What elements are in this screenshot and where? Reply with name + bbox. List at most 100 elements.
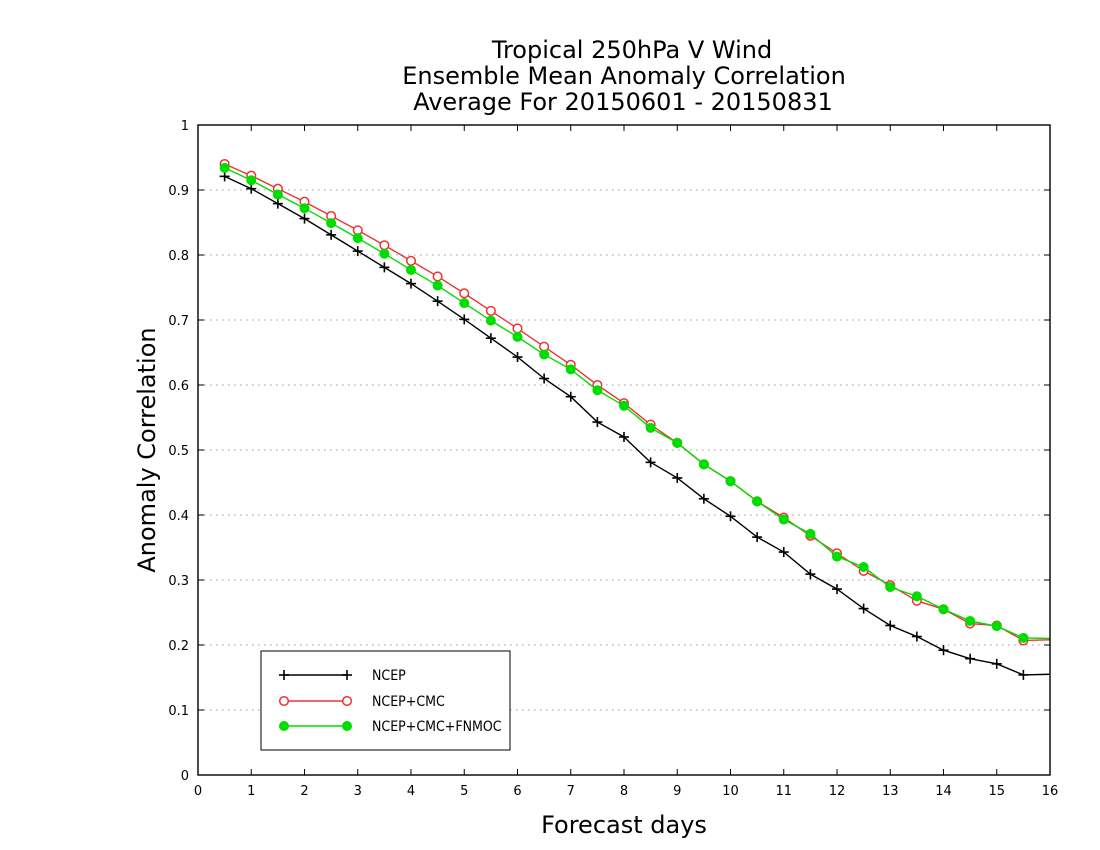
legend-label: NCEP+CMC <box>372 694 445 710</box>
data-point <box>246 183 257 194</box>
data-point <box>352 246 363 257</box>
series-ncep <box>219 171 1051 680</box>
data-point <box>326 229 337 240</box>
gridlines <box>198 189 1050 711</box>
data-point <box>619 400 629 411</box>
data-point <box>459 298 470 309</box>
series-line <box>224 163 1051 642</box>
series-layer <box>219 158 1051 680</box>
data-point <box>858 562 869 572</box>
y-tick-label: 0.7 <box>168 314 189 329</box>
data-point <box>885 582 896 593</box>
data-point <box>965 615 976 626</box>
data-point <box>592 417 603 428</box>
chart-title-line-1: Tropical 250hPa V Wind <box>491 36 772 64</box>
data-point <box>459 314 470 325</box>
data-point <box>832 584 842 595</box>
data-point <box>805 528 816 539</box>
data-point <box>938 645 949 656</box>
data-point <box>965 653 976 664</box>
data-point <box>299 213 310 224</box>
data-point <box>698 459 709 470</box>
x-tick-label: 12 <box>829 784 846 799</box>
y-axis-label: Anomaly Correlation <box>133 327 161 572</box>
data-point <box>405 255 417 266</box>
chart-title: Tropical 250hPa V Wind Ensemble Mean Ano… <box>402 36 846 116</box>
data-point <box>512 352 523 363</box>
data-point <box>565 364 576 375</box>
data-point <box>539 373 550 384</box>
data-point <box>272 198 283 209</box>
legend-label: NCEP <box>372 668 406 684</box>
data-point <box>485 305 496 316</box>
x-axis-ticks: 0 1 2 3 4 5 6 7 8 9 10 11 12 13 14 15 16 <box>194 125 1058 799</box>
data-point <box>279 721 289 731</box>
x-tick-label: 15 <box>988 784 1005 799</box>
data-point <box>278 695 290 707</box>
data-point <box>379 240 390 251</box>
data-point <box>512 323 523 334</box>
x-tick-label: 13 <box>882 784 899 799</box>
legend: NCEP NCEP+CMC NCEP+CMC+FNMOC <box>260 650 511 751</box>
data-point <box>379 248 390 259</box>
y-tick-label: 0.6 <box>168 379 189 394</box>
x-tick-label: 9 <box>673 784 681 799</box>
series-line <box>224 167 1051 640</box>
data-point <box>858 603 869 614</box>
y-axis-ticks: 0 0.1 0.2 0.3 0.4 0.5 0.6 0.7 0.8 0.9 1 <box>168 119 1050 784</box>
data-point <box>832 551 842 562</box>
data-point <box>279 670 289 680</box>
series-ncep-cmc <box>219 158 1051 646</box>
x-tick-label: 3 <box>354 784 362 799</box>
data-point <box>885 620 896 631</box>
data-point <box>406 264 416 275</box>
x-tick-label: 0 <box>194 784 202 799</box>
series-ncep-cmc-fnmoc <box>219 162 1051 643</box>
data-point <box>938 604 949 615</box>
x-tick-label: 11 <box>775 784 792 799</box>
data-point <box>341 695 353 707</box>
data-point <box>219 162 230 173</box>
x-tick-label: 6 <box>513 784 521 799</box>
data-point <box>272 189 283 200</box>
legend-item: NCEP+CMC+FNMOC <box>279 719 502 735</box>
data-point <box>752 532 763 543</box>
data-point <box>672 437 683 448</box>
data-point <box>299 203 310 214</box>
data-point <box>619 432 629 442</box>
chart-title-line-2: Ensemble Mean Anomaly Correlation <box>402 62 846 90</box>
x-tick-label: 10 <box>722 784 739 799</box>
data-point <box>539 349 550 360</box>
data-point <box>752 496 763 507</box>
data-point <box>432 280 443 291</box>
y-tick-label: 0.9 <box>168 184 189 199</box>
data-point <box>725 511 736 522</box>
y-tick-label: 0.5 <box>168 444 189 459</box>
x-tick-label: 1 <box>247 784 255 799</box>
y-tick-label: 0.8 <box>168 249 189 264</box>
data-point <box>352 233 363 244</box>
legend-item: NCEP+CMC <box>278 694 445 710</box>
x-tick-label: 2 <box>300 784 308 799</box>
chart-title-line-3: Average For 20150601 - 20150831 <box>413 88 833 116</box>
data-point <box>459 288 470 299</box>
data-point <box>485 333 496 344</box>
legend-item: NCEP <box>279 668 406 684</box>
y-tick-label: 1 <box>181 119 189 134</box>
data-point <box>991 621 1002 632</box>
data-point <box>778 514 789 525</box>
data-point <box>725 476 736 487</box>
data-point <box>246 175 257 186</box>
data-point <box>805 569 816 580</box>
x-tick-label: 5 <box>460 784 468 799</box>
data-point <box>432 296 443 307</box>
data-point <box>342 721 352 731</box>
y-tick-label: 0.2 <box>168 639 189 654</box>
data-point <box>342 670 352 680</box>
x-tick-label: 14 <box>935 784 952 799</box>
legend-label: NCEP+CMC+FNMOC <box>372 719 502 735</box>
x-axis-label: Forecast days <box>541 811 707 839</box>
y-tick-label: 0 <box>181 769 189 784</box>
data-point <box>432 271 443 282</box>
